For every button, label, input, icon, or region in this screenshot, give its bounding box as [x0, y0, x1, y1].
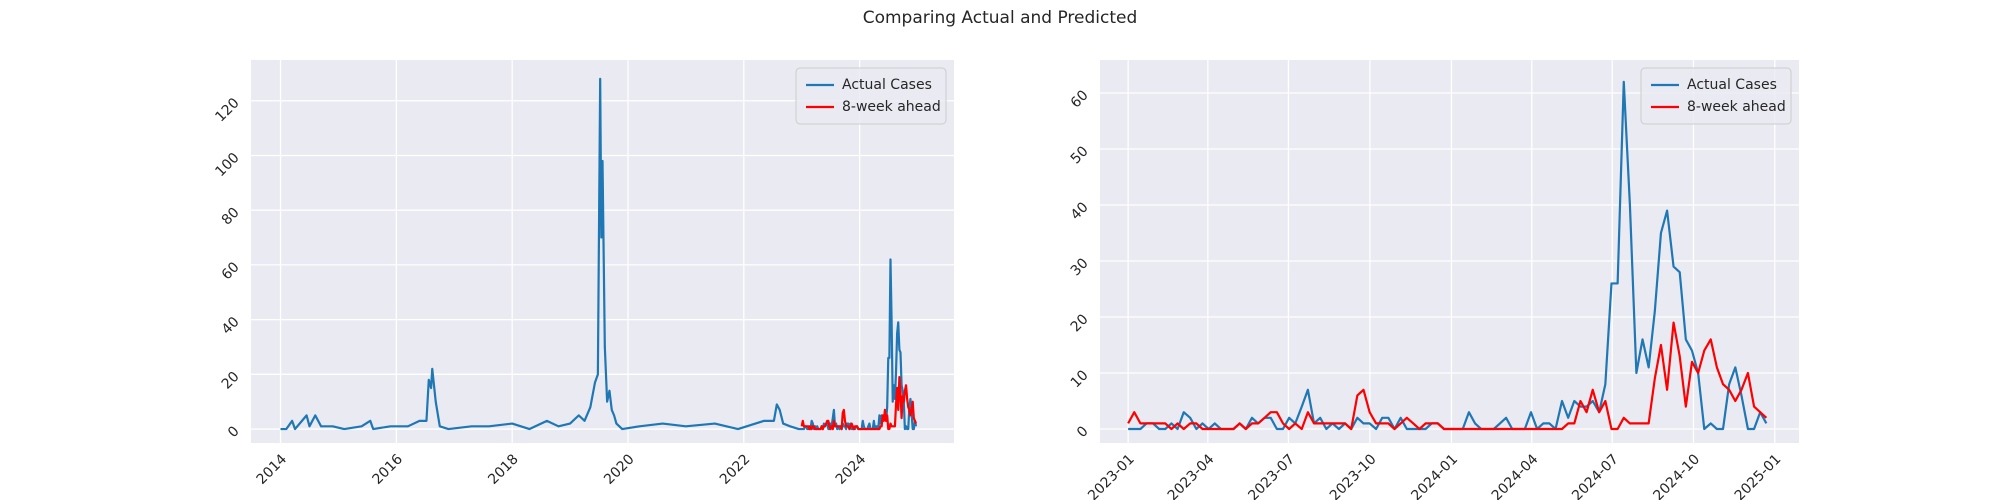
figure-title: Comparing Actual and Predicted [863, 8, 1138, 28]
y-tick-label: 10 [1068, 367, 1092, 391]
y-tick-label: 60 [1068, 87, 1092, 111]
y-tick-label: 40 [1068, 199, 1092, 223]
x-tick-label: 2025-01 [1732, 451, 1785, 500]
x-tick-label: 2016 [369, 451, 406, 488]
legend-label: Actual Cases [842, 77, 932, 93]
x-tick-label: 2024-01 [1408, 451, 1461, 500]
y-tick-label: 120 [212, 95, 242, 125]
data-line [1127, 321, 1768, 431]
x-tick-label: 2024-04 [1489, 451, 1542, 500]
x-tick-label: 2024 [833, 451, 870, 488]
x-tick-label: 2020 [601, 451, 638, 488]
x-tick-label: 2023-01 [1085, 451, 1138, 500]
data-line [800, 375, 918, 431]
y-tick-label: 20 [219, 369, 243, 393]
legend-label: Actual Cases [1687, 77, 1777, 93]
y-tick-label: 100 [212, 150, 242, 180]
x-tick-label: 2024-07 [1569, 451, 1622, 500]
legend-box [795, 67, 947, 125]
x-tick-label: 2023-07 [1245, 451, 1298, 500]
y-tick-label: 50 [1068, 143, 1092, 167]
x-tick-label: 2014 [254, 451, 291, 488]
legend-label: 8-week ahead [1687, 99, 1786, 115]
legend-label: 8-week ahead [842, 99, 941, 115]
y-tick-label: 20 [1068, 311, 1092, 335]
x-tick-label: 2022 [717, 451, 754, 488]
y-tick-label: 30 [1068, 255, 1092, 279]
x-tick-label: 2024-10 [1650, 451, 1703, 500]
y-tick-label: 40 [219, 314, 243, 338]
y-tick-label: 80 [219, 205, 243, 229]
x-tick-label: 2023-04 [1165, 451, 1218, 500]
y-tick-label: 60 [219, 259, 243, 283]
x-tick-label: 2018 [485, 451, 522, 488]
x-tick-label: 2023-10 [1327, 451, 1380, 500]
y-tick-label: 0 [1074, 423, 1092, 441]
legend-box [1640, 67, 1792, 125]
y-tick-label: 0 [225, 423, 243, 441]
